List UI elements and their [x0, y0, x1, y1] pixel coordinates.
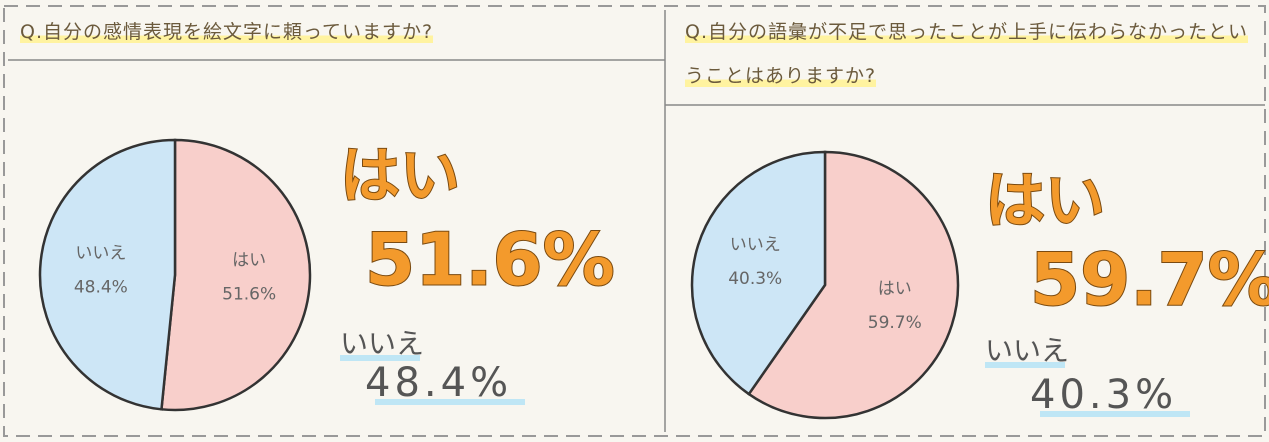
- secondary-category: いいえ: [340, 327, 424, 360]
- highlight: [340, 355, 420, 361]
- secondary-value: 40.3%: [1030, 372, 1177, 418]
- slice-category: いいえ: [730, 235, 781, 255]
- slice-category: はい: [232, 251, 266, 271]
- pie-slice: [747, 150, 960, 420]
- border: [3, 5, 1266, 437]
- question-title: Q.自分の語彙が不足で思ったことが上手に伝わらなかったということはありますか?: [685, 10, 1255, 98]
- pie-slice: [160, 138, 312, 412]
- headline-value: 51.6%: [365, 218, 615, 302]
- highlight: [1040, 411, 1190, 417]
- pie-slice: [690, 150, 827, 396]
- secondary-category: いいえ: [985, 334, 1069, 367]
- headline-value: 59.7%: [1030, 238, 1269, 322]
- headline-category: はい: [985, 167, 1105, 237]
- highlight: [985, 362, 1065, 368]
- slice-value: 40.3%: [728, 269, 782, 289]
- headline-category: はい: [340, 142, 460, 212]
- question-title: Q.自分の感情表現を絵文字に頼っていますか?: [20, 10, 640, 54]
- secondary-value: 48.4%: [365, 360, 512, 406]
- slice-value: 51.6%: [222, 285, 276, 305]
- slice-category: いいえ: [75, 243, 126, 263]
- title-text: Q.自分の語彙が不足で思ったことが上手に伝わらなかったということはありますか?: [685, 21, 1248, 87]
- slice-value: 59.7%: [868, 313, 922, 333]
- title-text: Q.自分の感情表現を絵文字に頼っていますか?: [20, 21, 434, 43]
- slice-value: 48.4%: [74, 277, 128, 297]
- pie-slice: [38, 138, 177, 411]
- highlight: [375, 399, 525, 405]
- slice-category: はい: [878, 279, 912, 299]
